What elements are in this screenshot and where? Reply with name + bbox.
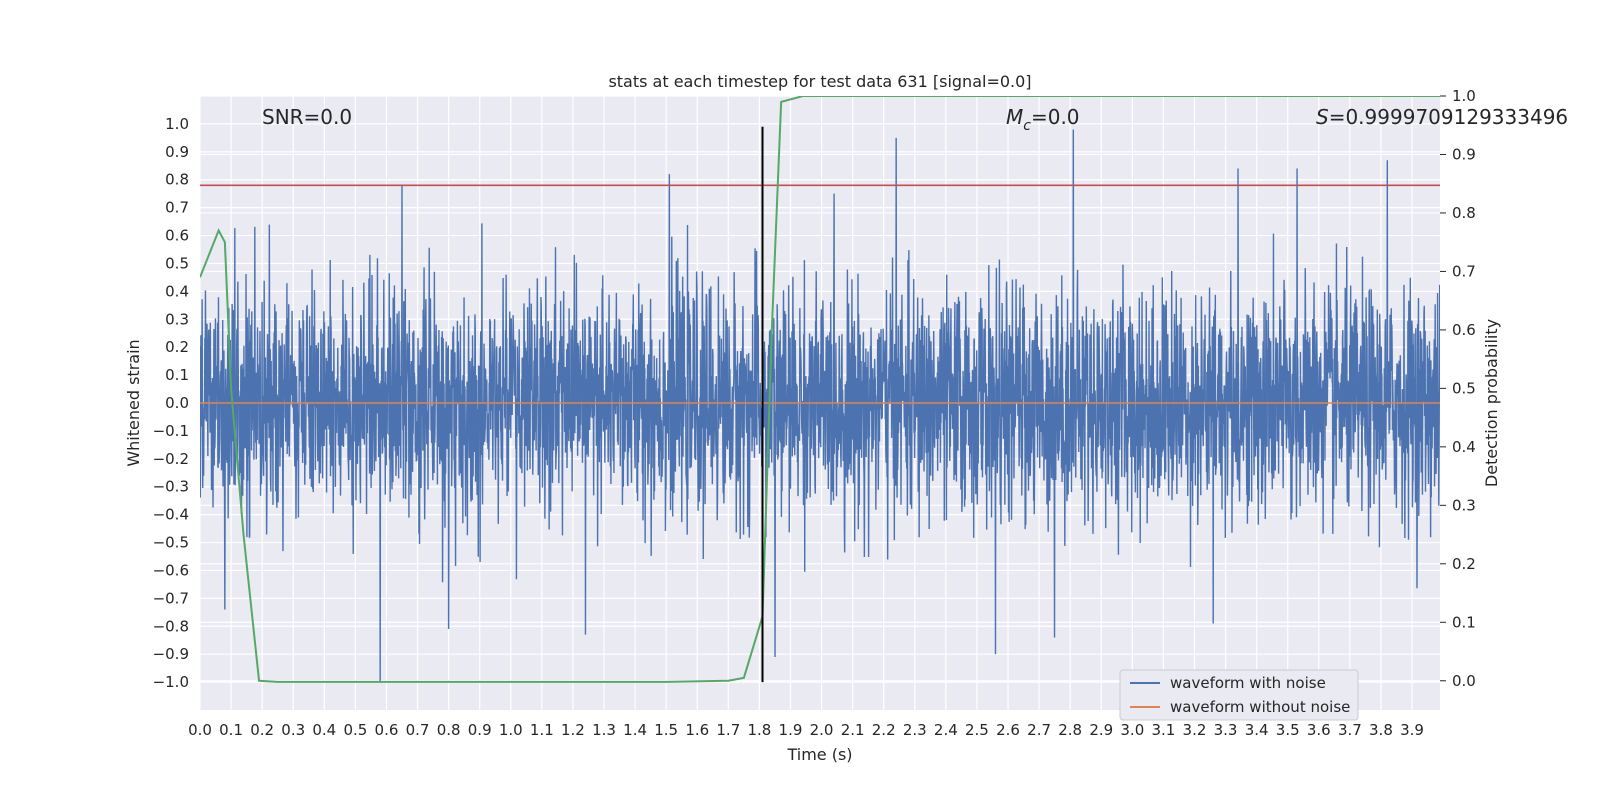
y-right-tick-label: 0.4 (1452, 438, 1476, 456)
y-tick-label: 0.9 (165, 143, 189, 161)
x-tick-label: 2.3 (903, 721, 927, 739)
x-tick-label: 2.2 (872, 721, 896, 739)
y-tick-label: −0.2 (153, 450, 189, 468)
x-tick-label: 1.2 (561, 721, 585, 739)
x-tick-label: 0.8 (437, 721, 461, 739)
chart-title: stats at each timestep for test data 631… (608, 72, 1031, 91)
chirp-mass-value: =0.0 (1031, 105, 1080, 129)
chirp-mass-subscript: c (1023, 118, 1031, 134)
y-right-tick-label: 0.6 (1452, 321, 1476, 339)
x-tick-label: 0.2 (250, 721, 274, 739)
legend-box (1119, 669, 1359, 721)
x-tick-label: 2.7 (1027, 721, 1051, 739)
y-tick-label: −1.0 (153, 673, 189, 691)
y-tick-label: 0.5 (165, 254, 189, 272)
x-tick-label: 1.1 (530, 721, 554, 739)
x-tick-label: 3.1 (1151, 721, 1175, 739)
y-tick-label: −0.8 (153, 617, 189, 635)
x-tick-label: 0.5 (343, 721, 367, 739)
legend: waveform with noise waveform without noi… (1119, 669, 1359, 721)
x-tick-label: 1.4 (623, 721, 647, 739)
x-tick-label: 1.8 (747, 721, 771, 739)
y-tick-label: −0.9 (153, 645, 189, 663)
x-tick-label: 0.4 (312, 721, 336, 739)
y-tick-label: 0.1 (165, 366, 189, 384)
x-tick-label: 3.7 (1338, 721, 1362, 739)
chirp-mass-symbol: M (1006, 105, 1023, 129)
x-tick-label: 3.3 (1214, 721, 1238, 739)
x-tick-label: 3.6 (1307, 721, 1331, 739)
x-tick-label: 2.6 (996, 721, 1020, 739)
y-axis-right-label: Detection probability (1482, 319, 1501, 487)
y-tick-label: 0.6 (165, 227, 189, 245)
y-tick-label: 1.0 (165, 115, 189, 133)
x-tick-label: 2.8 (1058, 721, 1082, 739)
x-tick-label: 0.3 (281, 721, 305, 739)
y-tick-label: 0.8 (165, 171, 189, 189)
y-axis-label: Whitened strain (124, 339, 143, 466)
x-tick-label: 0.6 (375, 721, 399, 739)
x-tick-label: 2.4 (934, 721, 958, 739)
x-tick-label: 2.1 (841, 721, 865, 739)
y-right-tick-label: 0.3 (1452, 496, 1476, 514)
x-tick-label: 0.7 (406, 721, 430, 739)
legend-label-clean: waveform without noise (1170, 698, 1350, 716)
x-tick-label: 1.0 (499, 721, 523, 739)
score-annotation: S=0.9999709129333496 (1316, 105, 1568, 129)
y-tick-label: −0.1 (153, 422, 189, 440)
y-tick-label: −0.6 (153, 561, 189, 579)
x-tick-label: 0.9 (468, 721, 492, 739)
score-value: =0.9999709129333496 (1329, 105, 1568, 129)
y-right-tick-label: 0.2 (1452, 555, 1476, 573)
x-tick-label: 1.9 (779, 721, 803, 739)
y-tick-label: 0.0 (165, 394, 189, 412)
x-tick-label: 2.0 (810, 721, 834, 739)
y-right-tick-label: 0.7 (1452, 262, 1476, 280)
y-right-tick-label: 1.0 (1452, 87, 1476, 105)
x-tick-label: 2.9 (1089, 721, 1113, 739)
y-tick-label: 0.2 (165, 338, 189, 356)
x-tick-label: 1.5 (654, 721, 678, 739)
x-tick-label: 2.5 (965, 721, 989, 739)
x-tick-label: 1.6 (685, 721, 709, 739)
snr-annotation: SNR=0.0 (262, 105, 352, 129)
x-tick-label: 3.2 (1183, 721, 1207, 739)
y-tick-label: 0.4 (165, 282, 189, 300)
y-tick-label: −0.3 (153, 478, 189, 496)
y-right-tick-label: 0.5 (1452, 379, 1476, 397)
y-tick-label: −0.7 (153, 589, 189, 607)
x-axis-label: Time (s) (786, 745, 852, 764)
x-tick-label: 0.1 (219, 721, 243, 739)
x-tick-label: 3.4 (1245, 721, 1269, 739)
y-right-tick-label: 0.9 (1452, 145, 1476, 163)
x-tick-label: 3.8 (1369, 721, 1393, 739)
y-tick-label: 0.7 (165, 199, 189, 217)
x-tick-label: 1.3 (592, 721, 616, 739)
x-tick-label: 1.7 (716, 721, 740, 739)
y-right-tick-label: 0.0 (1452, 672, 1476, 690)
y-tick-label: 0.3 (165, 310, 189, 328)
detection-probability-line (200, 96, 1440, 683)
score-symbol: S (1316, 105, 1329, 129)
y-right-tick-label: 0.1 (1452, 613, 1476, 631)
y-tick-label: −0.4 (153, 506, 189, 524)
x-tick-label: 3.5 (1276, 721, 1300, 739)
x-tick-label: 3.9 (1400, 721, 1424, 739)
y-tick-label: −0.5 (153, 534, 189, 552)
y-right-tick-label: 0.8 (1452, 204, 1476, 222)
x-tick-label: 0.0 (188, 721, 212, 739)
chirp-mass-annotation: Mc=0.0 (1006, 105, 1080, 134)
waveform-with-noise-line (200, 129, 1440, 683)
legend-label-noise: waveform with noise (1170, 674, 1326, 692)
x-tick-label: 3.0 (1120, 721, 1144, 739)
